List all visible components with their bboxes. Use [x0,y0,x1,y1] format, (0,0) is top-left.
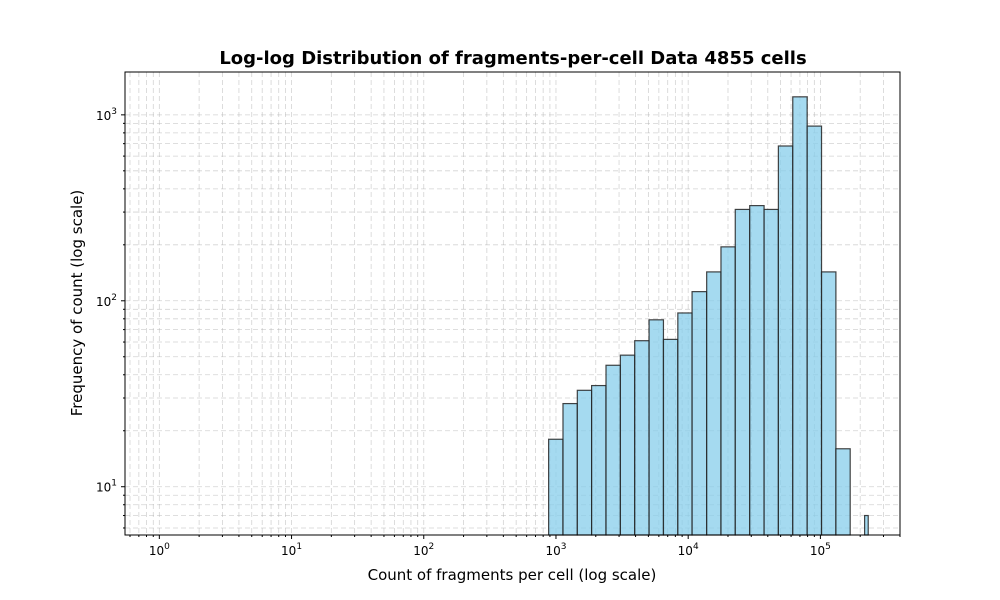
histogram-bar [591,384,607,536]
histogram-bar [720,246,736,536]
histogram-bar [562,402,578,536]
histogram-bar [548,438,564,536]
x-tick-label: 103 [545,542,566,558]
histogram-bar [605,364,621,536]
histogram-bar [734,208,751,536]
histogram-bar [806,125,823,536]
chart-title: Log-log Distribution of fragments-per-ce… [219,48,806,69]
y-tick-label: 101 [96,479,117,495]
plot-frame [124,71,901,536]
x-tick-label: 104 [678,542,699,558]
histogram-bar [576,389,593,536]
histogram-bar [820,271,837,536]
histogram-bar [662,338,679,536]
x-tick-label: 102 [413,542,434,558]
y-tick-label: 102 [96,293,117,309]
histogram-bar [864,514,869,536]
bars [548,96,869,536]
x-tick-label: 105 [810,542,831,558]
y-tick-label: 103 [96,107,117,123]
y-axis-label: Frequency of count (log scale) [68,190,86,417]
x-axis-label: Count of fragments per cell (log scale) [368,566,657,584]
x-tick-label: 100 [149,542,170,558]
histogram-bar [691,291,708,536]
histogram-bar [835,448,851,536]
histogram-bar [677,312,693,536]
histogram-bar [792,96,808,536]
histogram-bar [706,271,722,536]
histogram-bar [777,145,794,536]
histogram-bar [634,340,650,536]
histogram-bar [619,354,636,536]
histogram-bar [648,319,665,536]
x-tick-label: 101 [281,542,302,558]
histogram-bar [749,205,765,536]
axis-ticks: 100 101 102 103 104 105 101 102 103 [96,107,901,558]
histogram-bar [763,208,779,536]
